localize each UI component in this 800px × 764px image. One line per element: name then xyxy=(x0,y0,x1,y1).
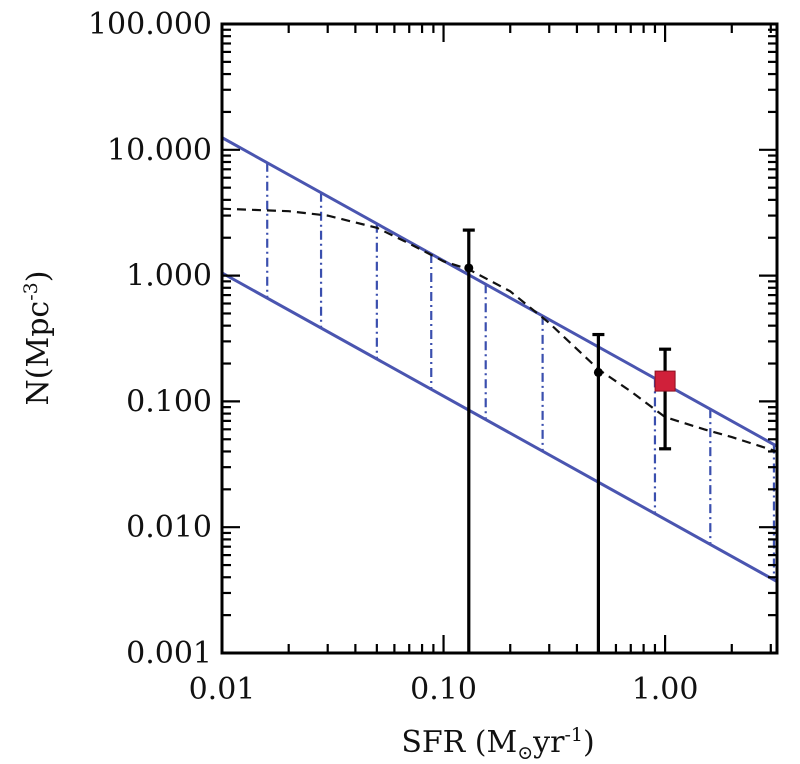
plot-frame xyxy=(220,22,779,655)
x-tick-label: 0.10 xyxy=(410,672,477,707)
band-lower-line xyxy=(222,271,777,583)
x-axis-title: SFR (M⊙yr-1) xyxy=(401,724,594,764)
y-tick-label: 10.000 xyxy=(107,133,212,168)
y-tick-label: 1.000 xyxy=(126,259,212,294)
data-point-square xyxy=(654,370,676,392)
x-tick-label: 1.00 xyxy=(632,672,699,707)
data-point xyxy=(593,367,603,377)
y-tick-label: 0.100 xyxy=(126,384,212,419)
tick-labels: 0.001 0.010 0.100 1.000 10.000 100.000 0.01 0.1… xyxy=(88,7,699,707)
axes xyxy=(220,22,779,655)
dashed-model-curve xyxy=(222,207,777,453)
y-tick-label: 100.000 xyxy=(88,7,212,42)
plot-data xyxy=(222,136,777,653)
y-tick-label: 0.001 xyxy=(126,636,212,671)
band-upper-line xyxy=(222,136,777,448)
data-point xyxy=(464,263,474,273)
y-axis-title: N(Mpc-3) xyxy=(20,271,56,406)
x-tick-label: 0.01 xyxy=(189,672,256,707)
y-tick-label: 0.010 xyxy=(126,510,212,545)
